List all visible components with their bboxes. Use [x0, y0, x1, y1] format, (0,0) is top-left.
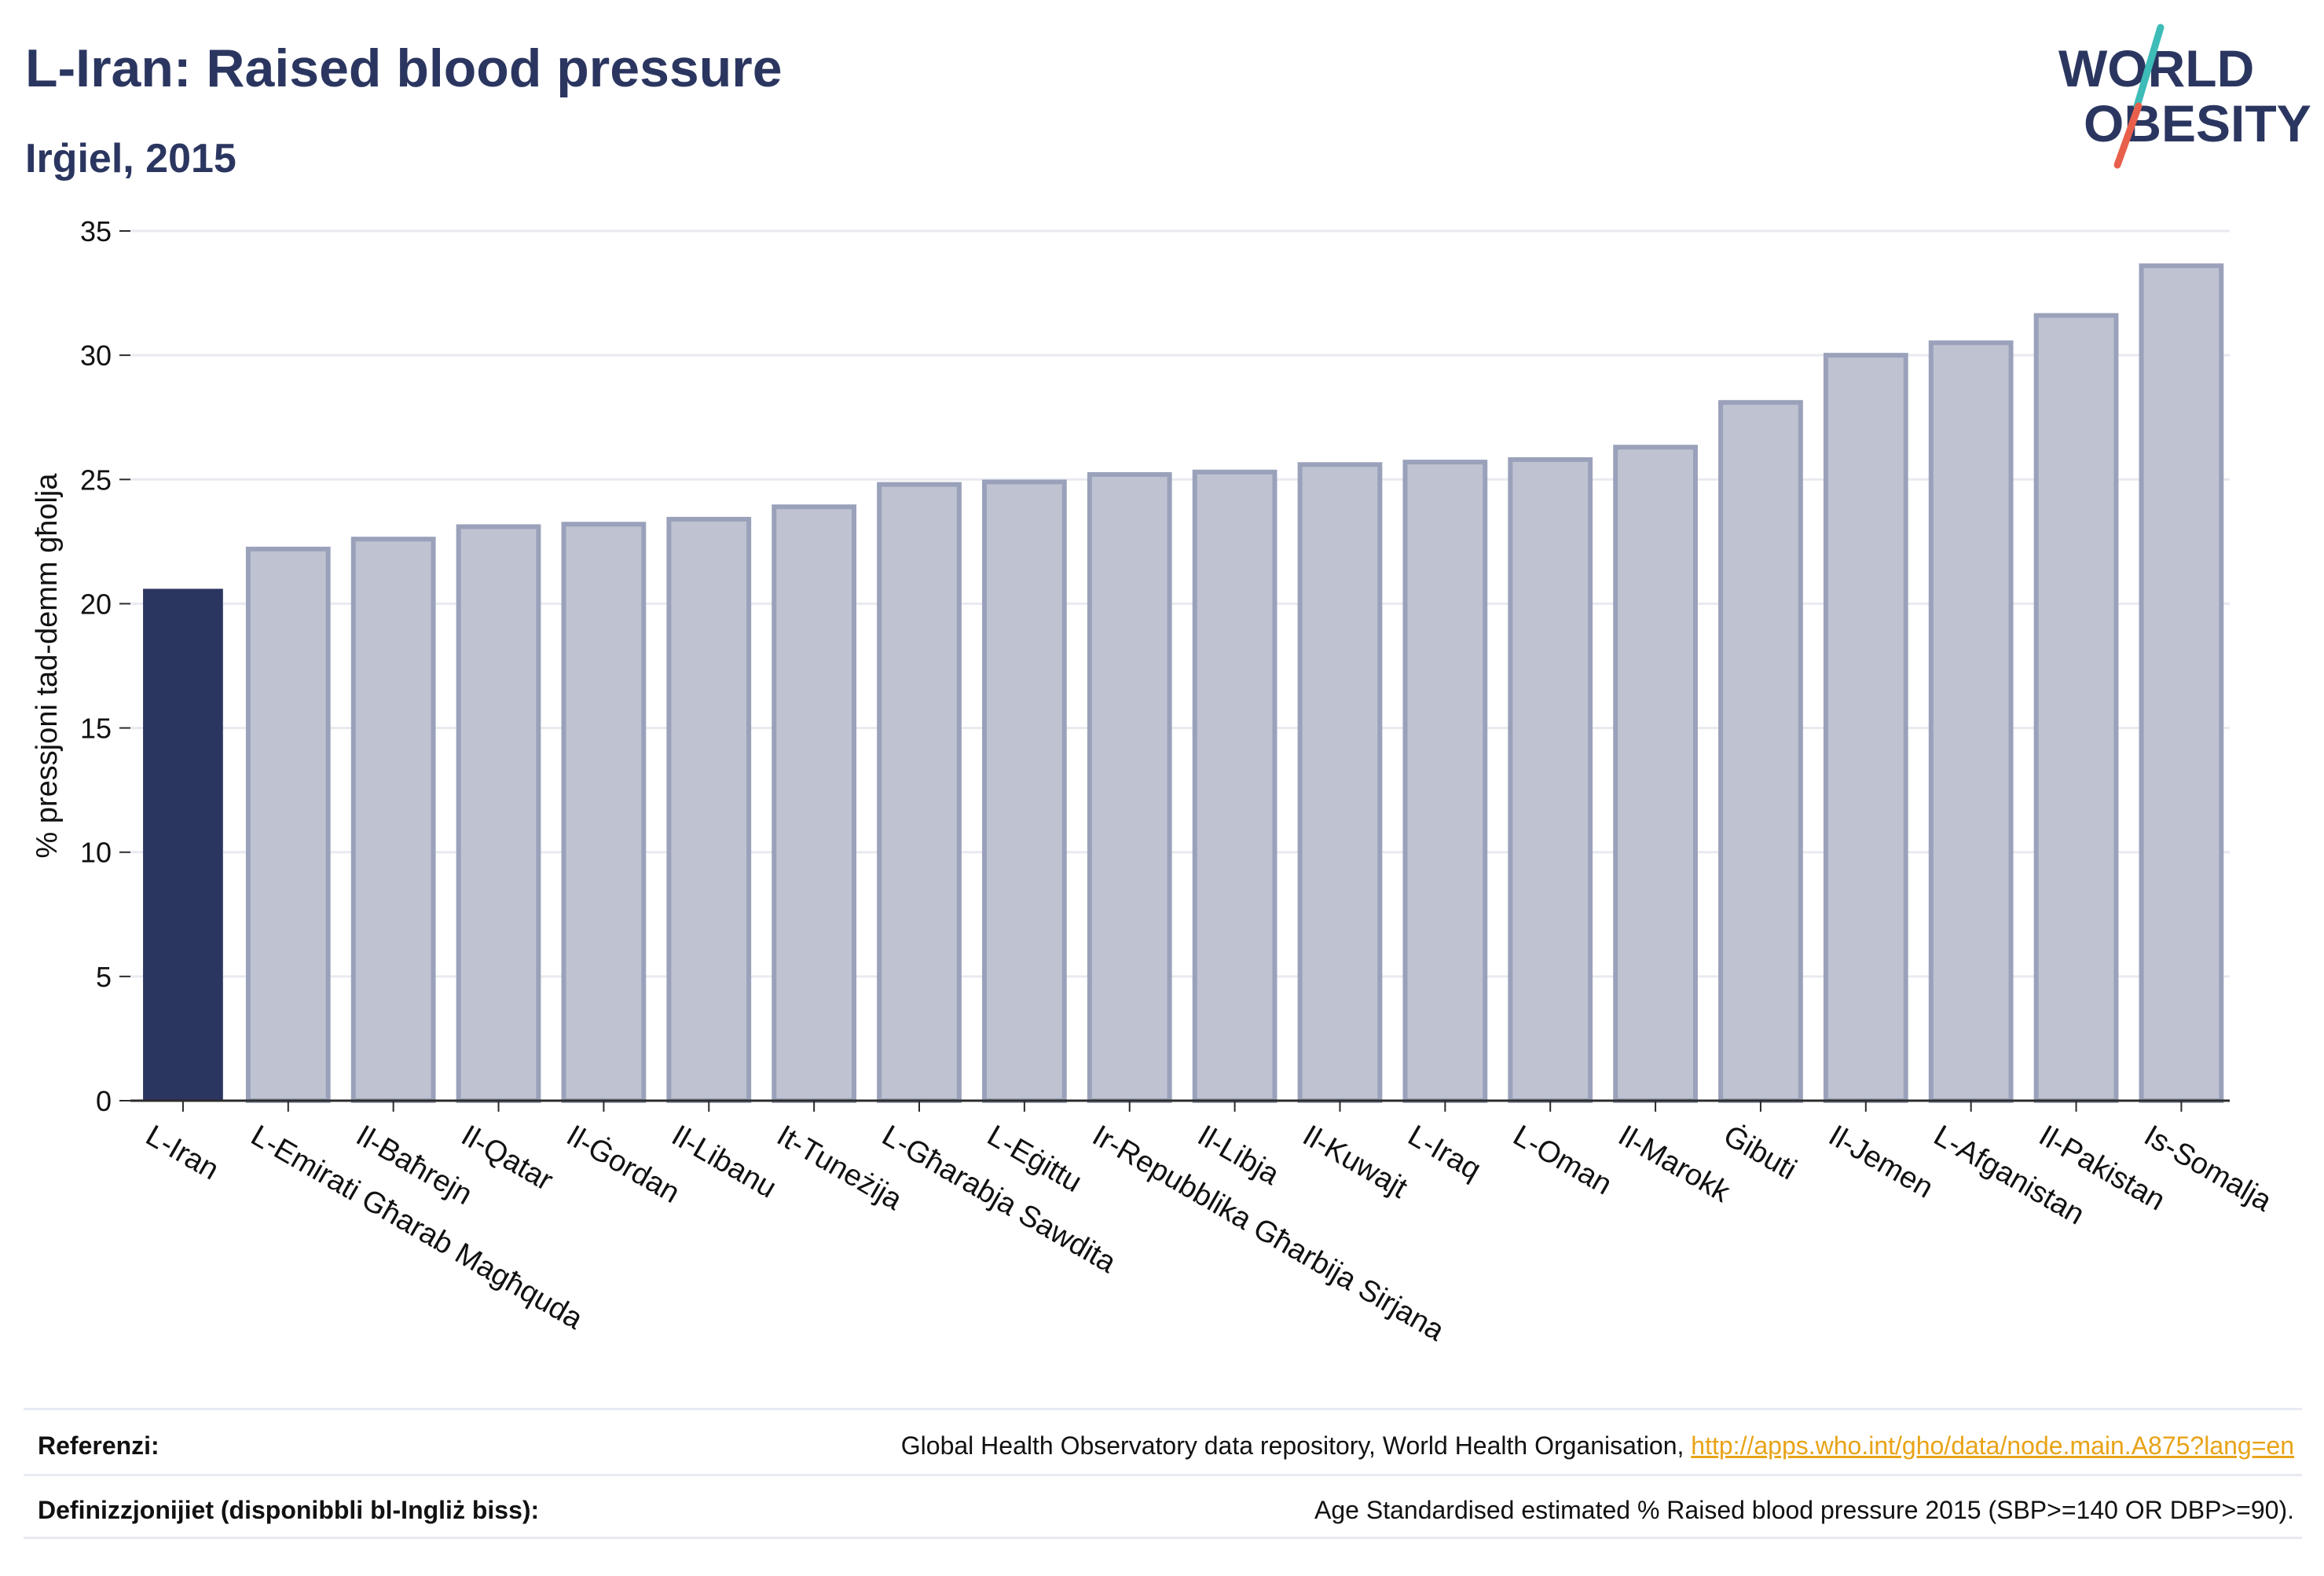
- source-link[interactable]: http://apps.who.int/gho/data/node.main.A…: [1691, 1431, 2294, 1460]
- x-tick-label: Il-Ġordan: [561, 1118, 686, 1210]
- bar-chart: 0 5 10 15 20 25 30 35 L-Iran L-Emirati Għarab Ma…: [31, 215, 2278, 1348]
- x-tick-label: L-Iraq: [1402, 1119, 1486, 1186]
- source-label: Referenzi:: [38, 1431, 159, 1460]
- x-tick-label: Il-Jemen: [1823, 1119, 1938, 1204]
- bar-highlight[interactable]: [143, 588, 223, 1101]
- bar[interactable]: [772, 504, 857, 1103]
- y-tick-label: 10: [80, 837, 112, 869]
- source-value: Global Health Observatory data repositor…: [901, 1431, 2294, 1461]
- bar[interactable]: [1297, 462, 1383, 1103]
- references-divider-bottom: [24, 1537, 2302, 1539]
- y-tick-label: 15: [80, 713, 112, 745]
- logo-word-obesity: OBESITY: [2084, 94, 2311, 152]
- x-tick-label: Il-Marokk: [1613, 1119, 1736, 1209]
- bar[interactable]: [666, 516, 752, 1103]
- x-tick-label: Il-Libanu: [666, 1119, 782, 1204]
- x-tick-label: L-Iran: [140, 1119, 224, 1186]
- grid-lines: [130, 229, 2230, 978]
- x-tick-label: Ġibuti: [1717, 1118, 1802, 1187]
- bar[interactable]: [1718, 400, 1803, 1103]
- y-tick-label: 35: [80, 215, 112, 247]
- bar[interactable]: [561, 522, 647, 1103]
- bar[interactable]: [1823, 353, 1908, 1103]
- y-axis-ticks: 0 5 10 15 20 25 30 35: [80, 215, 130, 1117]
- bar[interactable]: [982, 479, 1067, 1103]
- y-tick-label: 25: [80, 464, 112, 496]
- bar[interactable]: [1192, 469, 1277, 1103]
- source-text: Global Health Observatory data repositor…: [900, 1431, 1692, 1460]
- chart-title: L-Iran: Raised blood pressure: [25, 38, 783, 98]
- y-tick-label: 0: [96, 1085, 112, 1117]
- x-axis-ticks: L-Iran L-Emirati Għarab MagħqudaIl-Baħrej…: [140, 1101, 2278, 1348]
- bars: [143, 263, 2224, 1104]
- bar[interactable]: [1087, 471, 1172, 1103]
- y-axis-label: % pressjoni tad-demm għolja: [31, 473, 64, 859]
- bar[interactable]: [456, 524, 541, 1103]
- bar[interactable]: [2033, 313, 2119, 1103]
- bar[interactable]: [1508, 456, 1593, 1103]
- y-tick-label: 5: [96, 961, 112, 993]
- chart-subtitle: Irġiel, 2015: [25, 136, 236, 181]
- definition-value: Age Standardised estimated % Raised bloo…: [1314, 1496, 2294, 1524]
- x-tick-label: Il-Kuwajt: [1297, 1119, 1413, 1204]
- bar[interactable]: [1402, 460, 1488, 1103]
- bar[interactable]: [877, 482, 962, 1103]
- logo-slash-teal: [2133, 24, 2165, 110]
- world-obesity-logo: WORLD OBESITY: [2058, 24, 2311, 169]
- bar[interactable]: [2139, 263, 2224, 1103]
- references-divider-middle: [24, 1474, 2302, 1476]
- definition-label: Definizzjonijiet (disponibbli bl-Ingliż …: [38, 1496, 540, 1524]
- y-tick-label: 20: [80, 588, 112, 620]
- bar[interactable]: [1928, 340, 2014, 1104]
- y-tick-label: 30: [80, 339, 112, 372]
- logo-slash-red: [2113, 102, 2143, 169]
- bar[interactable]: [245, 546, 331, 1103]
- references-divider-top: [24, 1408, 2302, 1410]
- x-tick-label: L-Oman: [1508, 1119, 1618, 1201]
- bar[interactable]: [350, 537, 436, 1103]
- bar[interactable]: [1613, 445, 1698, 1103]
